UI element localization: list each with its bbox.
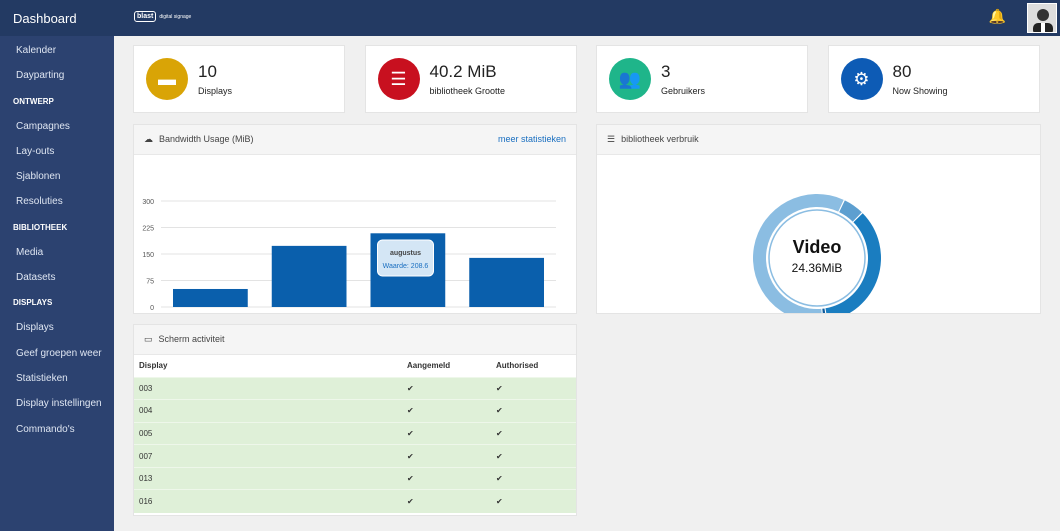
auth-check-icon: ✔ xyxy=(491,421,576,445)
stat-card[interactable]: 👥 3 Gebruikers xyxy=(596,45,808,113)
stat-card[interactable]: ☰ 40.2 MiB bibliotheek Grootte xyxy=(364,45,577,113)
topbar: blast digital signage 🔔 xyxy=(114,0,1060,36)
table-row[interactable]: 003 ✔ ✔ xyxy=(134,376,576,400)
sidebar-item[interactable]: Display instellingen xyxy=(16,398,102,410)
sidebar-item[interactable]: Kalender xyxy=(16,45,57,56)
bar-juli[interactable] xyxy=(271,245,347,307)
display-id: 007 xyxy=(134,444,402,468)
tooltip-title: augustus xyxy=(390,250,421,257)
sidebar-item[interactable]: Lay-outs xyxy=(16,145,55,157)
auth-check-icon: ✔ xyxy=(491,444,576,468)
sidebar-item[interactable]: Commando's xyxy=(16,423,75,435)
panel-title: Bandwidth Usage (MiB) xyxy=(159,134,254,144)
chart-tooltip: augustus Waarde: 208.6 xyxy=(377,239,434,277)
sidebar-item[interactable]: Displays xyxy=(16,322,54,334)
auth-check-icon: ✔ xyxy=(491,489,576,513)
sidebar-section: BIBLIOTHEEK xyxy=(13,222,68,232)
auth-check-icon: ✔ xyxy=(491,466,576,490)
table-row[interactable]: 016 ✔ ✔ xyxy=(134,489,576,513)
bar-juni[interactable] xyxy=(173,288,248,307)
bell-icon[interactable]: 🔔 xyxy=(988,8,1006,24)
sidebar-item[interactable]: Media xyxy=(16,246,44,258)
col-authorised: Authorised xyxy=(491,355,576,377)
logo-tagline: digital signage xyxy=(159,13,192,20)
logo[interactable]: blast digital signage xyxy=(134,11,191,22)
stat-value: 80 xyxy=(892,62,912,81)
sidebar: Dashboard Kalender Dayparting ONTWERP Campa… xyxy=(0,0,114,531)
logged-check-icon: ✔ xyxy=(402,421,491,445)
monitor-icon: ▭ xyxy=(144,334,153,344)
table-row[interactable]: 007 ✔ ✔ xyxy=(134,444,576,468)
stat-value: 3 xyxy=(661,62,671,81)
y-tick-label: 300 xyxy=(142,199,154,206)
cogs-icon: ⚙ xyxy=(840,58,883,100)
library-donut: Video 24.36MiB xyxy=(753,194,881,322)
users-icon: 👥 xyxy=(609,58,651,100)
display-id: 003 xyxy=(134,376,402,400)
sidebar-item[interactable]: Statistieken xyxy=(16,372,68,384)
logged-check-icon: ✔ xyxy=(402,399,491,423)
y-tick-label: 225 xyxy=(142,226,154,233)
activity-table: Display Aangemeld Authorised 003 ✔ ✔ 004 ✔ ✔ 0… xyxy=(134,355,576,513)
donut-inner-ring xyxy=(768,209,866,307)
bandwidth-panel: ☁ Bandwidth Usage (MiB) meer statistieken … xyxy=(133,124,577,323)
cloud-icon: ☁ xyxy=(144,134,153,144)
sidebar-item[interactable]: Geef groepen weer xyxy=(16,347,102,359)
stat-label: Displays xyxy=(198,86,233,96)
table-row[interactable]: 005 ✔ ✔ xyxy=(134,421,576,445)
panel-title: bibliotheek verbruik xyxy=(621,134,699,144)
sidebar-item[interactable]: Resoluties xyxy=(16,196,63,208)
auth-check-icon: ✔ xyxy=(491,376,576,400)
display-id: 004 xyxy=(134,399,402,423)
donut-segment[interactable] xyxy=(839,200,862,222)
stat-value: 40.2 MiB xyxy=(429,62,497,81)
monitor-icon: ▬ xyxy=(146,58,188,100)
server-icon: ☰ xyxy=(377,58,420,100)
sidebar-title[interactable]: Dashboard xyxy=(0,0,114,36)
logged-check-icon: ✔ xyxy=(402,466,491,490)
stat-card[interactable]: ⚙ 80 Now Showing xyxy=(827,45,1040,113)
logged-check-icon: ✔ xyxy=(402,376,491,400)
donut-value: 24.36MiB xyxy=(792,261,843,275)
logged-check-icon: ✔ xyxy=(402,489,491,513)
activity-panel: ▭ Scherm activiteit Display Aangemeld Aut… xyxy=(133,324,577,516)
col-logged-in: Aangemeld xyxy=(402,355,491,377)
stat-label: Gebruikers xyxy=(661,86,706,96)
panel-title: Scherm activiteit xyxy=(158,334,225,344)
sidebar-section: ONTWERP xyxy=(13,96,54,106)
tooltip-value: Waarde: 208.6 xyxy=(383,263,429,270)
bandwidth-chart: 075150225300junijuliaugustusseptemberaug… xyxy=(142,199,556,323)
sidebar-item[interactable]: Dayparting xyxy=(16,70,65,82)
logo-text: blast xyxy=(134,11,157,22)
avatar[interactable] xyxy=(1027,3,1057,33)
list-icon: ☰ xyxy=(607,134,616,144)
stat-value: 10 xyxy=(198,62,217,81)
more-stats-link[interactable]: meer statistieken xyxy=(497,134,566,144)
logged-check-icon: ✔ xyxy=(402,444,491,468)
y-tick-label: 75 xyxy=(146,279,154,286)
display-id: 005 xyxy=(134,421,402,445)
sidebar-nav: Kalender Dayparting ONTWERP Campagnes Lay-ou… xyxy=(0,36,114,442)
sidebar-item[interactable]: Sjablonen xyxy=(16,171,61,183)
donut-segment[interactable] xyxy=(825,213,881,322)
donut-label: Video xyxy=(793,237,842,257)
bar-september[interactable] xyxy=(469,257,544,307)
display-id: 013 xyxy=(134,466,402,490)
table-row[interactable]: 013 ✔ ✔ xyxy=(134,466,576,490)
stat-label: bibliotheek Grootte xyxy=(429,86,506,96)
sidebar-item[interactable]: Datasets xyxy=(16,272,56,284)
auth-check-icon: ✔ xyxy=(491,399,576,423)
col-display: Display xyxy=(134,355,402,377)
stat-card[interactable]: ▬ 10 Displays xyxy=(133,45,345,113)
stat-label: Now Showing xyxy=(892,86,948,96)
library-panel: ☰ bibliotheek verbruik Video 24.36MiB xyxy=(596,124,1041,322)
sidebar-section: DISPLAYS xyxy=(13,298,53,308)
sidebar-item[interactable]: Campagnes xyxy=(16,120,70,132)
table-row[interactable]: 004 ✔ ✔ xyxy=(134,399,576,423)
donut-segment[interactable] xyxy=(753,194,844,322)
display-id: 016 xyxy=(134,489,402,513)
y-tick-label: 0 xyxy=(150,305,154,312)
y-tick-label: 150 xyxy=(142,252,154,259)
